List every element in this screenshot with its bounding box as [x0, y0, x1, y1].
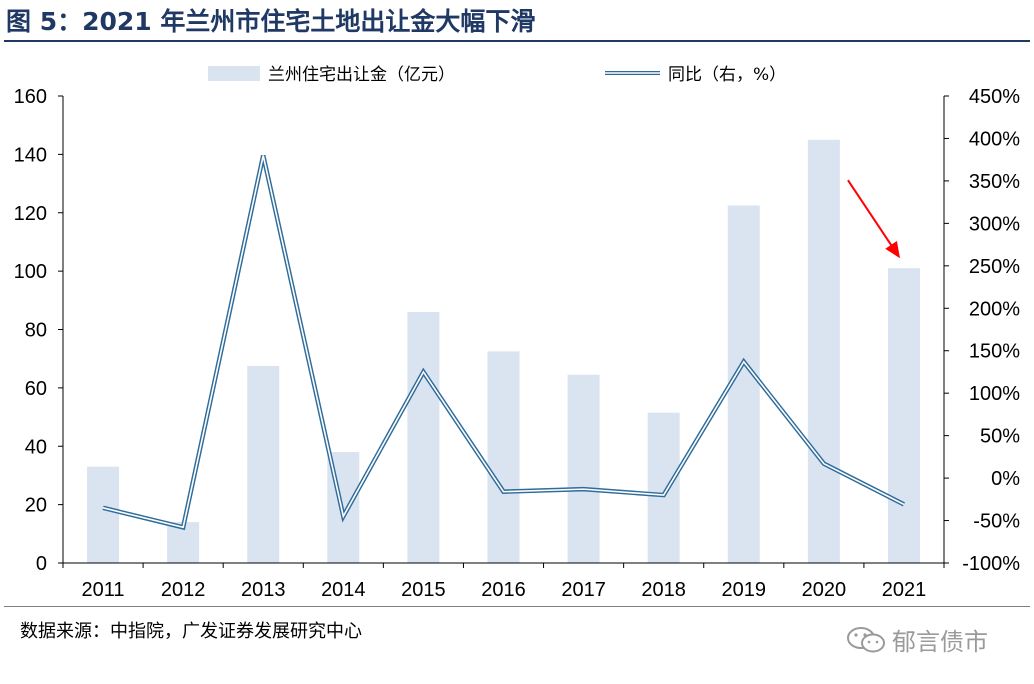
bar-2021 [887, 268, 920, 563]
axes: 0 20 40 60 80 100 120 140 160 -100% -50% 0% 50% 100% 1… [14, 86, 1021, 601]
annotation-arrow-head [885, 241, 900, 259]
y-left-tick-label: 120 [14, 203, 47, 225]
x-tick-label: 2019 [722, 579, 767, 601]
x-tick-label: 2015 [401, 579, 446, 601]
y-right-tick-label: 400% [969, 128, 1020, 150]
annotation-arrow-shaft [847, 179, 895, 250]
y-left-tick-label: 0 [36, 553, 47, 575]
y-right-tick-label: 100% [969, 383, 1020, 405]
legend-label-line: 同比（右，%） [668, 65, 786, 85]
watermark-text: 郁言债市 [892, 628, 988, 656]
y-right-tick-label: 250% [969, 256, 1020, 278]
y-right-tick-label: 150% [969, 341, 1020, 363]
x-tick-label: 2014 [321, 579, 366, 601]
x-tick-label: 2021 [882, 579, 927, 601]
y-right-tick-label: -100% [962, 553, 1020, 575]
y-right-tick-label: 50% [980, 426, 1020, 448]
annotation-arrow [847, 179, 900, 259]
x-tick-label: 2011 [82, 579, 125, 601]
y-left-tick-label: 20 [25, 495, 47, 517]
x-tick-label: 2012 [161, 579, 206, 601]
y-right-tick-label: 450% [969, 86, 1020, 108]
legend: 兰州住宅出让金（亿元） 同比（右，%） [208, 65, 786, 85]
x-tick-label: 2018 [641, 579, 686, 601]
x-tick-label: 2017 [561, 579, 606, 601]
y-right-tick-label: -50% [973, 511, 1020, 533]
bar-2015 [407, 311, 440, 563]
y-right-tick-label: 0% [991, 468, 1020, 490]
line-series [102, 154, 905, 531]
x-tick-label: 2016 [481, 579, 526, 601]
y-right-tick-label: 200% [969, 298, 1020, 320]
y-right-tick-label: 300% [969, 213, 1020, 235]
y-right-tick-label: 350% [969, 171, 1020, 193]
title-rule [4, 40, 1030, 42]
bar-2017 [567, 374, 600, 563]
y-left-tick-label: 40 [25, 436, 47, 458]
bar-2013 [247, 365, 280, 563]
x-tick-label: 2020 [802, 579, 847, 601]
watermark: 郁言债市 [846, 622, 988, 657]
chart: 兰州住宅出让金（亿元） 同比（右，%） 0 20 40 60 80 100 120 140 16… [14, 65, 1021, 601]
y-left-tick-label: 80 [25, 320, 47, 342]
bar-2016 [487, 351, 520, 563]
legend-swatch-bar [208, 66, 260, 81]
bar-2011 [87, 466, 120, 563]
figure-title: 图 5：2021 年兰州市住宅土地出让金大幅下滑 [6, 7, 536, 36]
bar-series [87, 139, 920, 563]
y-left-tick-label: 100 [14, 261, 47, 283]
bar-2019 [727, 205, 760, 563]
y-left-tick-label: 140 [14, 144, 47, 166]
legend-label-bar: 兰州住宅出让金（亿元） [268, 65, 455, 85]
wechat-icon [847, 626, 885, 652]
source-rule [4, 606, 1030, 607]
bar-2020 [807, 139, 840, 563]
bar-2018 [647, 412, 680, 563]
y-left-tick-label: 160 [14, 86, 47, 108]
source-note: 数据来源：中指院，广发证券发展研究中心 [20, 621, 362, 642]
line-yoy-inner [102, 155, 905, 529]
x-tick-label: 2013 [241, 579, 286, 601]
y-left-tick-label: 60 [25, 378, 47, 400]
